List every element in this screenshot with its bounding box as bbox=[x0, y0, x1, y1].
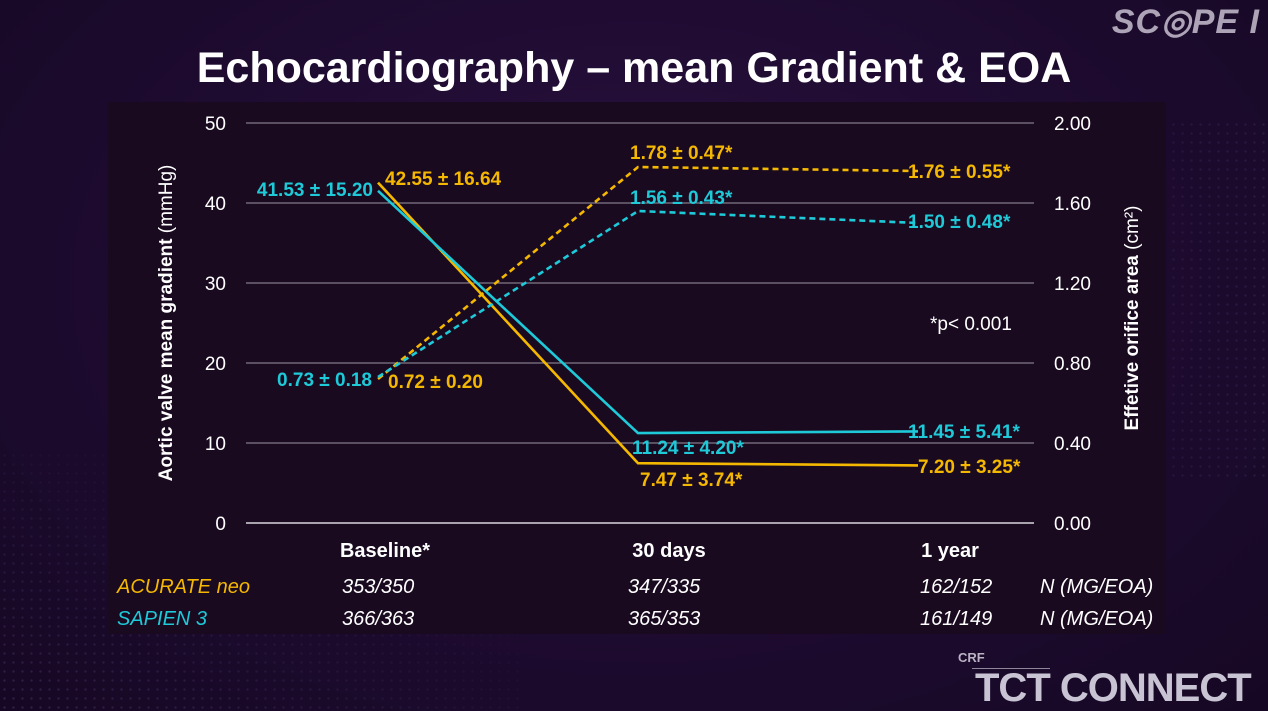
data-label: 1.78 ± 0.47* bbox=[630, 143, 733, 164]
y-tick-label: 0 bbox=[215, 514, 226, 535]
y-tick-label: 30 bbox=[205, 274, 226, 295]
table-cell: 366/363 bbox=[342, 608, 414, 630]
series-line-3 bbox=[377, 209, 919, 379]
table-row-suffix: N (MG/EOA) bbox=[1040, 576, 1153, 598]
y-tick-label: 20 bbox=[205, 354, 226, 375]
data-label: 1.56 ± 0.43* bbox=[630, 188, 733, 209]
chart-panel bbox=[108, 102, 1166, 634]
brand-logo: SC◎PE I bbox=[1111, 3, 1260, 41]
data-label: 0.73 ± 0.18 bbox=[277, 370, 372, 391]
y-tick-label: 10 bbox=[205, 434, 226, 455]
series-line-0 bbox=[377, 181, 919, 467]
data-label: 7.47 ± 3.74* bbox=[640, 470, 743, 491]
x-category-label: 30 days bbox=[632, 540, 705, 562]
y2-tick-label: 0.40 bbox=[1054, 434, 1091, 455]
data-label: 41.53 ± 15.20 bbox=[257, 180, 373, 201]
data-label: 1.50 ± 0.48* bbox=[908, 212, 1011, 233]
significance-note: *p< 0.001 bbox=[930, 314, 1012, 335]
table-cell: 162/152 bbox=[920, 576, 992, 598]
y2-tick-label: 0.00 bbox=[1054, 514, 1091, 535]
y2-tick-label: 1.20 bbox=[1054, 274, 1091, 295]
y-tick-label: 40 bbox=[205, 194, 226, 215]
series-line-2 bbox=[377, 165, 919, 381]
x-category-label: Baseline* bbox=[340, 540, 430, 562]
table-row-label: ACURATE neo bbox=[116, 576, 250, 598]
y2-tick-label: 0.80 bbox=[1054, 354, 1091, 375]
table-row-suffix: N (MG/EOA) bbox=[1040, 608, 1153, 630]
x-category-label: 1 year bbox=[921, 540, 979, 562]
table-row-label: SAPIEN 3 bbox=[117, 608, 207, 630]
data-label: 42.55 ± 16.64 bbox=[385, 169, 502, 190]
series-line-1 bbox=[377, 189, 919, 435]
y2-tick-label: 2.00 bbox=[1054, 114, 1091, 135]
y-tick-label: 50 bbox=[205, 114, 226, 135]
data-label: 11.45 ± 5.41* bbox=[908, 422, 1020, 443]
table-cell: 365/353 bbox=[628, 608, 700, 630]
table-cell: 353/350 bbox=[342, 576, 414, 598]
y2-tick-label: 1.60 bbox=[1054, 194, 1091, 215]
slide-title: Echocardiography – mean Gradient & EOA bbox=[196, 44, 1072, 92]
table-cell: 347/335 bbox=[628, 576, 701, 598]
data-label: 1.76 ± 0.55* bbox=[908, 162, 1011, 183]
data-label: 11.24 ± 4.20* bbox=[632, 438, 744, 459]
data-label: 0.72 ± 0.20 bbox=[388, 372, 483, 393]
data-label: 7.20 ± 3.25* bbox=[918, 457, 1021, 478]
crf-logo: CRF bbox=[958, 650, 985, 665]
y-axis-label: Aortic valve mean gradient (mmHg) bbox=[156, 165, 177, 482]
y2-axis-label: Effetive orifice area (cm²) bbox=[1122, 206, 1143, 431]
tct-connect-logo: TCT CONNECT bbox=[975, 666, 1252, 710]
table-cell: 161/149 bbox=[920, 608, 992, 630]
footer-divider bbox=[972, 668, 1050, 669]
